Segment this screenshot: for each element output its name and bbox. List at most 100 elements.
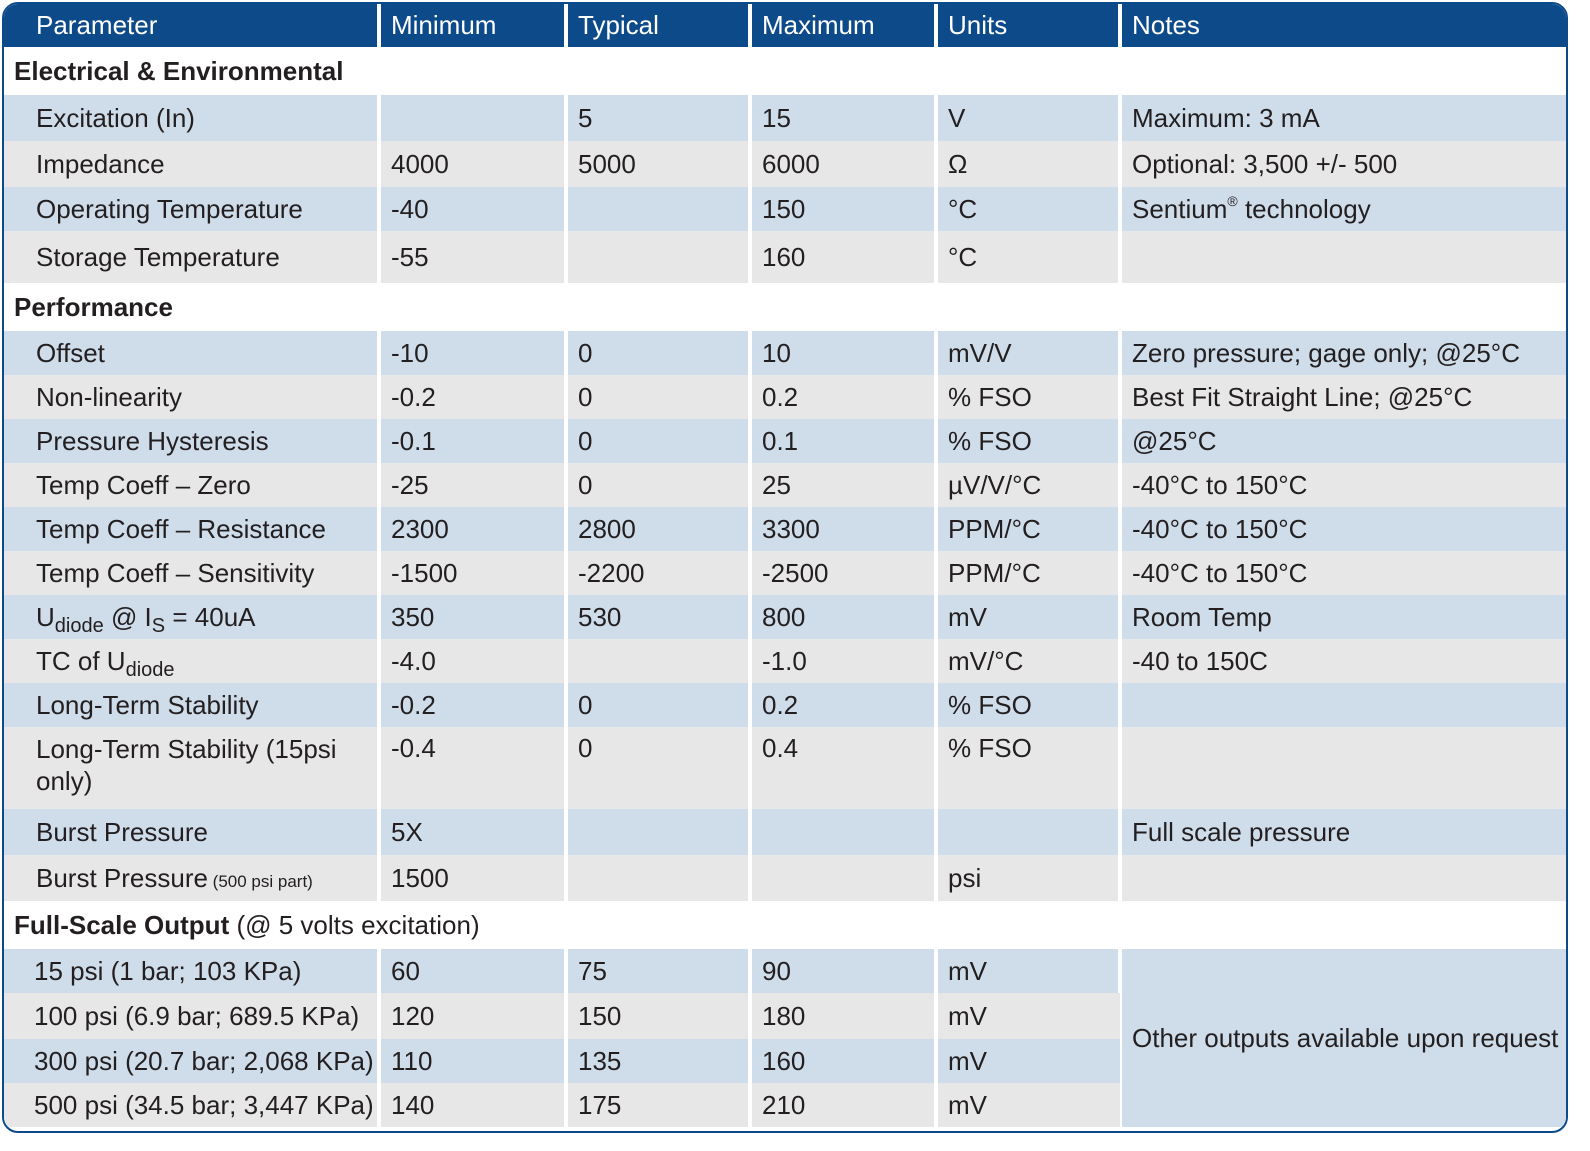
notes-text: technology	[1237, 193, 1371, 224]
section-title: Electrical & Environmental	[4, 47, 1566, 95]
max-cell: 150	[750, 187, 938, 231]
max-cell: 90	[750, 949, 938, 993]
typ-cell	[566, 855, 752, 901]
typ-cell: 0	[566, 727, 752, 809]
section-title-note: (@ 5 volts excitation)	[229, 909, 480, 940]
param-cell: Offset	[4, 331, 381, 375]
units-cell: °C	[936, 231, 1122, 283]
max-cell	[750, 855, 938, 901]
table-row: Long-Term Stability -0.2 0 0.2 % FSO	[4, 683, 1566, 727]
units-cell: % FSO	[936, 375, 1122, 419]
param-cell: Non-linearity	[4, 375, 381, 419]
param-subscript: diode	[125, 658, 175, 681]
section-title: Full-Scale Output	[14, 909, 230, 940]
typ-cell: 0	[566, 419, 752, 463]
table-row: 15 psi (1 bar; 103 KPa) 60 75 90 mV Othe…	[4, 949, 1566, 1127]
typ-cell	[566, 809, 752, 855]
min-cell: -0.1	[379, 419, 568, 463]
header-row: Parameter Minimum Typical Maximum Units …	[4, 4, 1566, 47]
typ-cell: 530	[566, 595, 752, 639]
min-cell	[379, 95, 568, 141]
typ-cell: 0	[566, 463, 752, 507]
header-parameter: Parameter	[4, 4, 381, 47]
section-title: Performance	[4, 283, 1566, 331]
spec-table-frame: Parameter Minimum Typical Maximum Units …	[2, 2, 1568, 1133]
param-cell: Temp Coeff – Sensitivity	[4, 551, 381, 595]
max-cell: 3300	[750, 507, 938, 551]
notes-cell	[1120, 727, 1566, 809]
notes-cell: Room Temp	[1120, 595, 1566, 639]
param-cell: Pressure Hysteresis	[4, 419, 381, 463]
param-cell: Operating Temperature	[4, 187, 381, 231]
typ-cell: 175	[566, 1083, 752, 1127]
param-text: Burst Pressure	[36, 862, 208, 893]
section-title-cell: Full-Scale Output (@ 5 volts excitation)	[4, 901, 1566, 949]
units-cell	[936, 809, 1122, 855]
units-cell: mV	[936, 949, 1122, 993]
param-cell: 15 psi (1 bar; 103 KPa)	[4, 949, 381, 993]
section-full-scale-output: Full-Scale Output (@ 5 volts excitation)	[4, 901, 1566, 949]
param-cell: Burst Pressure	[4, 809, 381, 855]
table-row: Burst Pressure 5X Full scale pressure	[4, 809, 1566, 855]
typ-cell	[566, 231, 752, 283]
param-cell: Temp Coeff – Zero	[4, 463, 381, 507]
max-cell: 10	[750, 331, 938, 375]
table-row: Non-linearity -0.2 0 0.2 % FSO Best Fit …	[4, 375, 1566, 419]
table-row: Impedance 4000 5000 6000 Ω Optional: 3,5…	[4, 141, 1566, 187]
table-row: Long-Term Stability (15psi only) -0.4 0 …	[4, 727, 1566, 809]
table-row: Temp Coeff – Resistance 2300 2800 3300 P…	[4, 507, 1566, 551]
notes-cell: Optional: 3,500 +/- 500	[1120, 141, 1566, 187]
min-cell: -40	[379, 187, 568, 231]
min-cell: -0.2	[379, 683, 568, 727]
notes-cell	[1120, 855, 1566, 901]
min-cell: 4000	[379, 141, 568, 187]
notes-cell	[1120, 231, 1566, 283]
param-text: TC of U	[36, 645, 126, 676]
table-row: Pressure Hysteresis -0.1 0 0.1 % FSO @25…	[4, 419, 1566, 463]
notes-cell: Zero pressure; gage only; @25°C	[1120, 331, 1566, 375]
units-cell: mV/V	[936, 331, 1122, 375]
units-cell: % FSO	[936, 727, 1122, 809]
param-cell: Storage Temperature	[4, 231, 381, 283]
param-cell: Long-Term Stability (15psi only)	[4, 727, 381, 809]
notes-merged-cell: Other outputs available upon request	[1120, 949, 1566, 1127]
param-text: @ I	[103, 601, 152, 632]
max-cell: -1.0	[750, 639, 938, 683]
max-cell: 210	[750, 1083, 938, 1127]
units-cell: mV	[936, 993, 1120, 1039]
units-cell: mV/°C	[936, 639, 1122, 683]
min-cell: -10	[379, 331, 568, 375]
min-cell: 120	[379, 993, 568, 1039]
max-cell	[750, 809, 938, 855]
table-row: Udiode @ IS = 40uA 350 530 800 mV Room T…	[4, 595, 1566, 639]
header-units: Units	[936, 4, 1122, 47]
param-cell: TC of Udiode	[4, 639, 381, 683]
table-row: TC of Udiode -4.0 -1.0 mV/°C -40 to 150C	[4, 639, 1566, 683]
param-cell: Excitation (In)	[4, 95, 381, 141]
units-cell: mV	[936, 595, 1122, 639]
typ-cell: 5	[566, 95, 752, 141]
min-cell: 2300	[379, 507, 568, 551]
table-row: 500 psi (34.5 bar; 3,447 KPa) 140 175 21…	[4, 1083, 1566, 1127]
units-cell: V	[936, 95, 1122, 141]
units-cell: % FSO	[936, 683, 1122, 727]
notes-cell: Sentium® technology	[1120, 187, 1566, 231]
table-row: 100 psi (6.9 bar; 689.5 KPa) 120 150 180…	[4, 993, 1566, 1039]
max-cell: 800	[750, 595, 938, 639]
notes-cell: -40 to 150C	[1120, 639, 1566, 683]
typ-cell	[566, 187, 752, 231]
notes-cell	[1120, 683, 1566, 727]
param-note: (500 psi part)	[207, 871, 313, 891]
max-cell: 0.2	[750, 375, 938, 419]
param-cell: Burst Pressure (500 psi part)	[4, 855, 381, 901]
min-cell: -0.2	[379, 375, 568, 419]
units-cell: mV	[936, 1083, 1120, 1127]
min-cell: 110	[379, 1039, 568, 1083]
spec-table: Parameter Minimum Typical Maximum Units …	[4, 4, 1566, 1127]
max-cell: 160	[750, 1039, 938, 1083]
table-row: Operating Temperature -40 150 °C Sentium…	[4, 187, 1566, 231]
units-cell: °C	[936, 187, 1122, 231]
min-cell: -1500	[379, 551, 568, 595]
min-cell: -25	[379, 463, 568, 507]
units-cell: psi	[936, 855, 1122, 901]
